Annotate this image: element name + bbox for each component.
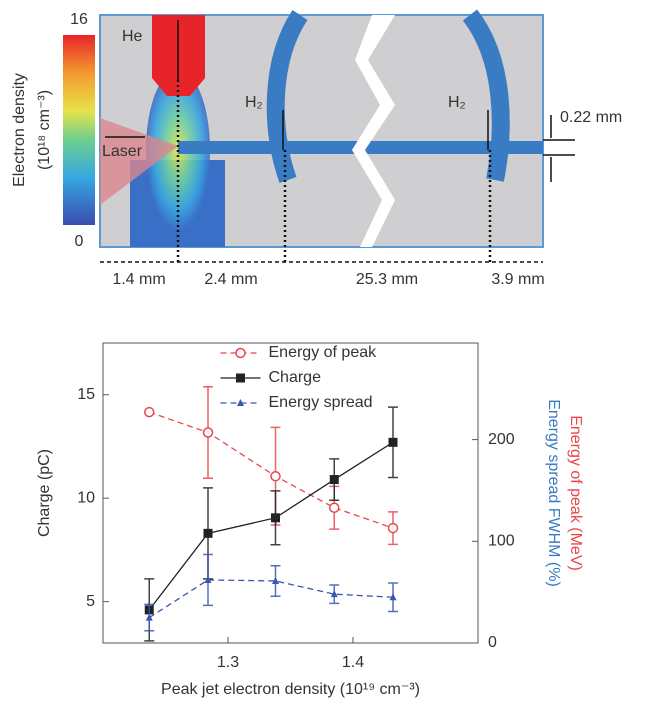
marker [387,522,399,534]
marker [203,528,213,538]
marker [330,590,338,598]
y-tick-label: 10 [77,489,95,506]
dimension: 1.4 mm [112,271,165,288]
y-axis-label: Charge (pC) [36,449,53,537]
x-axis-label: Peak jet electron density (10¹⁹ cm⁻³) [161,681,420,698]
marker [236,373,245,383]
marker [272,576,279,584]
label: 0.22 mm [560,109,622,126]
colorbar-min: 0 [75,233,84,250]
marker [202,427,214,438]
marker [271,513,280,523]
label: He [122,28,143,45]
legend-label: Energy of peak [269,344,378,361]
marker [388,437,398,447]
marker [235,347,246,359]
y2-axis-label: Energy of peak (MeV) [567,415,584,571]
legend-label: Charge [269,369,322,386]
label: Laser [102,143,143,160]
marker [144,406,155,418]
marker [329,502,340,513]
colorbar [63,35,95,225]
x-tick-label: 1.3 [217,654,239,671]
dimension: 3.9 mm [491,271,544,288]
legend-label: Energy spread [269,394,373,411]
label: H₂ [448,94,466,111]
series-line [148,441,394,611]
dimension: 2.4 mm [204,271,257,288]
dimension: 25.3 mm [356,271,418,288]
diagram: 16 0 Electron density (10¹⁸ cm⁻³) [11,9,622,288]
gas-inlet [266,10,308,184]
break [352,15,395,247]
y2-tick-label: 0 [488,634,497,651]
gas-inlet [462,9,510,182]
colorbar-unit: (10¹⁸ cm⁻³) [36,90,53,170]
x-tick-label: 1.4 [342,654,364,671]
y2-axis-label: Energy spread FWHM (%) [545,399,562,587]
y2-tick-label: 100 [488,533,515,550]
colorbar-label: Electron density [11,73,28,187]
marker [329,475,339,485]
series-line [149,411,394,529]
marker [237,399,244,406]
marker [145,613,153,621]
marker [204,575,212,583]
y-tick-label: 15 [77,386,95,403]
marker [389,593,397,601]
label: H₂ [245,94,263,111]
laser-cone [100,118,178,205]
marker [270,470,281,482]
plot-frame [102,342,479,644]
series-line [148,579,394,619]
colorbar-max: 16 [70,11,88,28]
y2-tick-label: 200 [488,431,515,448]
y-tick-label: 5 [86,593,95,610]
